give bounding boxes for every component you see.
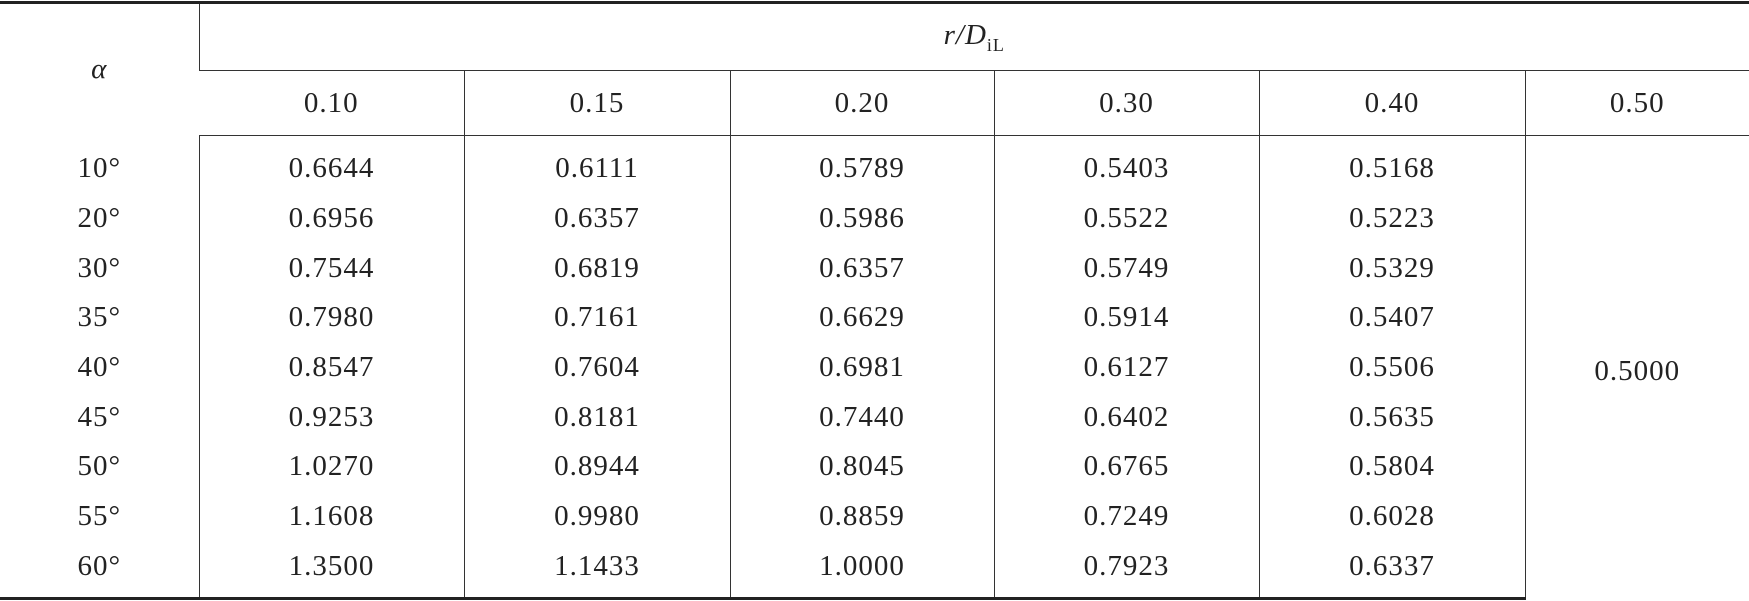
value-cell: 0.9980 <box>463 491 730 542</box>
value-cell: 0.8181 <box>463 392 730 443</box>
table-row: 45° 0.9253 0.8181 0.7440 0.6402 0.5635 <box>0 392 1749 443</box>
column-header: 0.40 <box>1258 70 1525 136</box>
table-row: 10° 0.6644 0.6111 0.5789 0.5403 0.5168 0.5000 <box>0 135 1749 599</box>
value-cell: 0.7980 <box>198 293 464 343</box>
merged-cell: 0.5000 <box>1524 135 1749 599</box>
alpha-cell: 20° <box>77 202 122 235</box>
value-cell: 0.5804 <box>1258 442 1525 492</box>
value-cell: 0.8859 <box>729 491 994 542</box>
column-header: 0.30 <box>993 70 1259 136</box>
column-header-row: 0.10 0.15 0.20 0.30 0.40 0.50 <box>0 70 1749 136</box>
value-cell: 1.1433 <box>463 541 730 601</box>
value-cell: 0.7440 <box>729 392 994 443</box>
value-cell: 0.6644 <box>198 135 464 194</box>
value-cell: 0.6402 <box>993 392 1259 443</box>
value-cell: 0.6357 <box>463 193 730 244</box>
value-cell: 1.1608 <box>198 491 464 542</box>
value-cell: 1.3500 <box>198 541 464 601</box>
value-cell: 0.9253 <box>198 392 464 443</box>
alpha-cell: 60° <box>0 541 199 601</box>
table-row: 60° 1.3500 1.1433 1.0000 0.7923 0.6337 <box>0 541 1749 601</box>
value-cell: 0.6956 <box>198 193 464 244</box>
value-cell: 0.5914 <box>993 293 1259 343</box>
value-cell: 0.8944 <box>463 442 730 492</box>
value-cell: 0.5635 <box>1258 392 1525 443</box>
column-header: 0.15 <box>463 70 730 136</box>
value-cell: 0.5403 <box>993 135 1259 194</box>
value-cell: 0.7544 <box>198 243 464 294</box>
column-header: 0.10 <box>199 70 464 136</box>
value-cell: 0.7161 <box>463 293 730 343</box>
value-cell: 0.5789 <box>729 135 994 194</box>
value-cell: 0.6819 <box>463 243 730 294</box>
value-cell: 0.5329 <box>1258 243 1525 294</box>
group-main: r/D <box>943 18 987 51</box>
group-sub: iL <box>986 34 1005 55</box>
value-cell: 0.6765 <box>993 442 1259 492</box>
value-cell: 0.6127 <box>993 342 1259 393</box>
alpha-cell: 35° <box>77 301 122 334</box>
table-body: 10° 0.6644 0.6111 0.5789 0.5403 0.5168 0.5000 2… <box>0 135 1749 601</box>
value-cell: 0.8547 <box>198 342 464 393</box>
value-cell: 0.5407 <box>1258 293 1525 343</box>
value-cell: 0.6028 <box>1258 491 1525 542</box>
alpha-cell: 10° <box>77 152 122 185</box>
corner-header: α <box>0 1 199 136</box>
value-cell: 0.5986 <box>729 193 994 244</box>
alpha-cell: 55° <box>77 500 122 533</box>
value-cell: 0.5168 <box>1258 135 1525 194</box>
value-cell: 0.6981 <box>729 342 994 393</box>
alpha-cell: 45° <box>77 400 122 433</box>
value-cell: 0.6357 <box>729 243 994 294</box>
value-cell: 0.8045 <box>729 442 994 492</box>
value-cell: 0.5506 <box>1258 342 1525 393</box>
value-cell: 0.5522 <box>993 193 1259 244</box>
value-cell: 0.6629 <box>729 293 994 343</box>
value-cell: 1.0270 <box>198 442 464 492</box>
table-row: 50° 1.0270 0.8944 0.8045 0.6765 0.5804 <box>0 442 1749 492</box>
value-cell: 0.7923 <box>993 541 1259 601</box>
value-cell: 0.7604 <box>463 342 730 393</box>
value-cell: 1.0000 <box>729 541 994 601</box>
alpha-cell: 50° <box>77 450 122 483</box>
value-cell: 0.5223 <box>1258 193 1525 244</box>
group-header: r/DiL <box>198 1 1749 71</box>
alpha-cell: 40° <box>77 351 122 384</box>
table-row: 20° 0.6956 0.6357 0.5986 0.5522 0.5223 <box>0 193 1749 244</box>
table-row: 55° 1.1608 0.9980 0.8859 0.7249 0.6028 <box>0 491 1749 542</box>
value-cell: 0.5749 <box>993 243 1259 294</box>
table-row: 40° 0.8547 0.7604 0.6981 0.6127 0.5506 <box>0 342 1749 393</box>
value-cell: 0.6111 <box>463 135 730 194</box>
column-header: 0.20 <box>729 70 994 136</box>
column-header: 0.50 <box>1524 70 1749 136</box>
table-row: 35° 0.7980 0.7161 0.6629 0.5914 0.5407 <box>0 293 1749 343</box>
alpha-cell: 30° <box>77 251 122 284</box>
value-cell: 0.6337 <box>1258 541 1525 601</box>
table-row: 30° 0.7544 0.6819 0.6357 0.5749 0.5329 <box>0 243 1749 294</box>
value-cell: 0.7249 <box>993 491 1259 542</box>
